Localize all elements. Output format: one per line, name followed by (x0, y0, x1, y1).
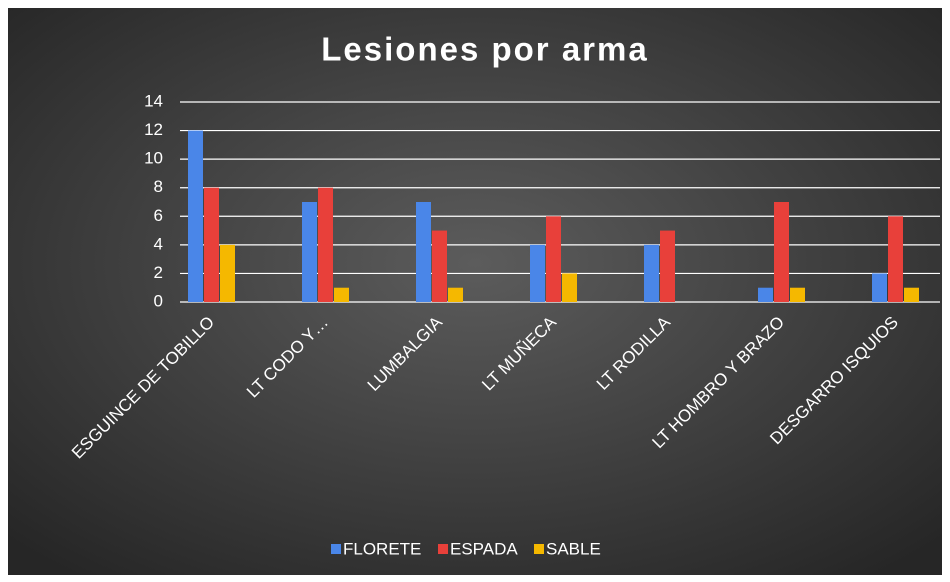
chart-title: Lesiones por arma (321, 31, 648, 68)
bar (188, 130, 203, 302)
bar (660, 230, 675, 302)
bar (758, 287, 773, 302)
y-tick-label: 14 (144, 91, 163, 110)
bar (416, 202, 431, 302)
bar (790, 287, 805, 302)
bar (546, 216, 561, 302)
legend-label: SABLE (546, 539, 601, 558)
bar (302, 202, 317, 302)
legend-label: ESPADA (450, 539, 518, 558)
bar (774, 202, 789, 302)
bar (562, 273, 577, 302)
bar (872, 273, 887, 302)
y-tick-label: 4 (154, 234, 163, 253)
bar (888, 216, 903, 302)
y-tick-label: 8 (154, 177, 163, 196)
legend-swatch (438, 544, 448, 554)
y-tick-label: 2 (154, 263, 163, 282)
legend-label: FLORETE (343, 539, 421, 558)
y-tick-label: 12 (144, 120, 163, 139)
bar (644, 244, 659, 302)
bar (432, 230, 447, 302)
legend-swatch (534, 544, 544, 554)
bar (220, 244, 235, 302)
bar (204, 187, 219, 302)
legend-swatch (331, 544, 341, 554)
bar (530, 244, 545, 302)
bar (904, 287, 919, 302)
y-tick-label: 10 (144, 149, 163, 168)
y-tick-label: 0 (154, 291, 163, 310)
bar (334, 287, 349, 302)
bar (318, 187, 333, 302)
bar (448, 287, 463, 302)
y-tick-label: 6 (154, 206, 163, 225)
